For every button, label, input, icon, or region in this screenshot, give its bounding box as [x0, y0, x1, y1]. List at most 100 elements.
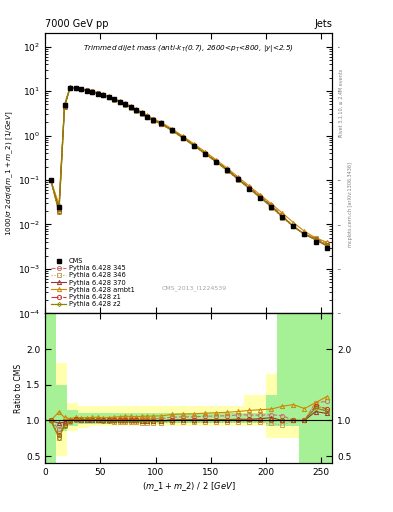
- Pythia 6.428 z2: [118, 99, 122, 105]
- Pythia 6.428 z1: [192, 142, 196, 148]
- Pythia 6.428 345: [192, 142, 196, 148]
- Pythia 6.428 z2: [214, 159, 219, 165]
- Pythia 6.428 345: [236, 175, 241, 181]
- Pythia 6.428 z2: [225, 167, 230, 174]
- Pythia 6.428 346: [269, 204, 274, 210]
- Pythia 6.428 z1: [151, 117, 155, 123]
- Pythia 6.428 370: [280, 214, 285, 220]
- Pythia 6.428 z2: [291, 223, 296, 229]
- Pythia 6.428 370: [106, 94, 111, 100]
- Pythia 6.428 z2: [73, 85, 78, 91]
- Pythia 6.428 346: [48, 177, 53, 183]
- Pythia 6.428 z1: [79, 86, 83, 92]
- Pythia 6.428 370: [181, 135, 185, 141]
- Pythia 6.428 346: [302, 231, 307, 238]
- Pythia 6.428 ambt1: [90, 88, 94, 94]
- Pythia 6.428 370: [313, 237, 318, 243]
- Pythia 6.428 345: [214, 158, 219, 164]
- Pythia 6.428 z2: [181, 135, 185, 141]
- Pythia 6.428 z1: [118, 99, 122, 105]
- Pythia 6.428 ambt1: [291, 220, 296, 226]
- Pythia 6.428 370: [90, 89, 94, 95]
- Pythia 6.428 346: [101, 92, 105, 98]
- Pythia 6.428 346: [159, 121, 163, 127]
- Pythia 6.428 z1: [236, 176, 241, 182]
- Pythia 6.428 z1: [106, 94, 111, 100]
- Pythia 6.428 345: [118, 98, 122, 104]
- Pythia 6.428 345: [79, 86, 83, 92]
- Pythia 6.428 z1: [203, 151, 208, 157]
- Pythia 6.428 345: [324, 240, 329, 246]
- Text: Trimmed dijet mass (anti-$k_T$(0.7), 2600<$p_T$<800, |y|<2.5): Trimmed dijet mass (anti-$k_T$(0.7), 260…: [83, 41, 294, 54]
- Pythia 6.428 z1: [123, 101, 128, 108]
- Pythia 6.428 346: [225, 168, 230, 174]
- Pythia 6.428 z2: [313, 236, 318, 242]
- Pythia 6.428 370: [118, 99, 122, 105]
- Pythia 6.428 345: [151, 116, 155, 122]
- Pythia 6.428 346: [57, 209, 61, 215]
- Pythia 6.428 ambt1: [62, 101, 67, 108]
- Pythia 6.428 346: [106, 94, 111, 100]
- Pythia 6.428 345: [90, 89, 94, 95]
- Pythia 6.428 ambt1: [280, 210, 285, 216]
- Pythia 6.428 346: [129, 104, 133, 111]
- Pythia 6.428 346: [95, 91, 100, 97]
- Pythia 6.428 345: [145, 113, 150, 119]
- Pythia 6.428 ambt1: [140, 109, 144, 115]
- Pythia 6.428 z1: [145, 114, 150, 120]
- Pythia 6.428 345: [159, 120, 163, 126]
- Pythia 6.428 z1: [57, 208, 61, 214]
- Pythia 6.428 z1: [112, 96, 116, 102]
- Pythia 6.428 346: [134, 108, 139, 114]
- Pythia 6.428 ambt1: [192, 141, 196, 147]
- Pythia 6.428 z2: [140, 111, 144, 117]
- Pythia 6.428 346: [112, 97, 116, 103]
- Pythia 6.428 345: [302, 231, 307, 238]
- Pythia 6.428 370: [192, 142, 196, 148]
- Pythia 6.428 z1: [73, 85, 78, 91]
- Pythia 6.428 370: [258, 194, 263, 200]
- Pythia 6.428 z1: [95, 90, 100, 96]
- Pythia 6.428 ambt1: [258, 192, 263, 198]
- Pythia 6.428 ambt1: [112, 95, 116, 101]
- Pythia 6.428 345: [269, 202, 274, 208]
- Pythia 6.428 z2: [101, 92, 105, 98]
- Pythia 6.428 370: [159, 120, 163, 126]
- Pythia 6.428 346: [214, 159, 219, 165]
- Pythia 6.428 370: [57, 204, 61, 210]
- Pythia 6.428 370: [134, 107, 139, 113]
- Legend: CMS, Pythia 6.428 345, Pythia 6.428 346, Pythia 6.428 370, Pythia 6.428 ambt1, P: CMS, Pythia 6.428 345, Pythia 6.428 346,…: [51, 258, 134, 307]
- Pythia 6.428 ambt1: [129, 103, 133, 109]
- Pythia 6.428 345: [112, 96, 116, 102]
- Pythia 6.428 370: [79, 86, 83, 92]
- Pythia 6.428 346: [62, 104, 67, 110]
- Pythia 6.428 346: [90, 89, 94, 95]
- Pythia 6.428 345: [225, 166, 230, 172]
- Pythia 6.428 370: [214, 159, 219, 165]
- Text: 7000 GeV pp: 7000 GeV pp: [45, 19, 109, 29]
- Pythia 6.428 z1: [170, 127, 174, 134]
- Pythia 6.428 z2: [302, 231, 307, 238]
- Pythia 6.428 370: [123, 101, 128, 108]
- Pythia 6.428 z1: [84, 87, 89, 93]
- Pythia 6.428 z2: [236, 176, 241, 182]
- Pythia 6.428 346: [247, 186, 252, 192]
- Y-axis label: Ratio to CMS: Ratio to CMS: [14, 364, 23, 413]
- Pythia 6.428 ambt1: [324, 239, 329, 245]
- Pythia 6.428 346: [181, 135, 185, 141]
- Pythia 6.428 z1: [280, 214, 285, 220]
- Line: Pythia 6.428 ambt1: Pythia 6.428 ambt1: [49, 85, 329, 244]
- Pythia 6.428 z2: [134, 107, 139, 113]
- Pythia 6.428 ambt1: [151, 116, 155, 122]
- Pythia 6.428 370: [101, 92, 105, 98]
- Pythia 6.428 345: [57, 206, 61, 212]
- Pythia 6.428 370: [247, 185, 252, 191]
- Pythia 6.428 346: [151, 118, 155, 124]
- Pythia 6.428 z2: [90, 89, 94, 95]
- Pythia 6.428 ambt1: [118, 98, 122, 104]
- Line: Pythia 6.428 346: Pythia 6.428 346: [49, 86, 329, 247]
- Pythia 6.428 345: [95, 90, 100, 96]
- Pythia 6.428 345: [134, 106, 139, 113]
- Pythia 6.428 ambt1: [123, 100, 128, 106]
- Pythia 6.428 z2: [280, 214, 285, 220]
